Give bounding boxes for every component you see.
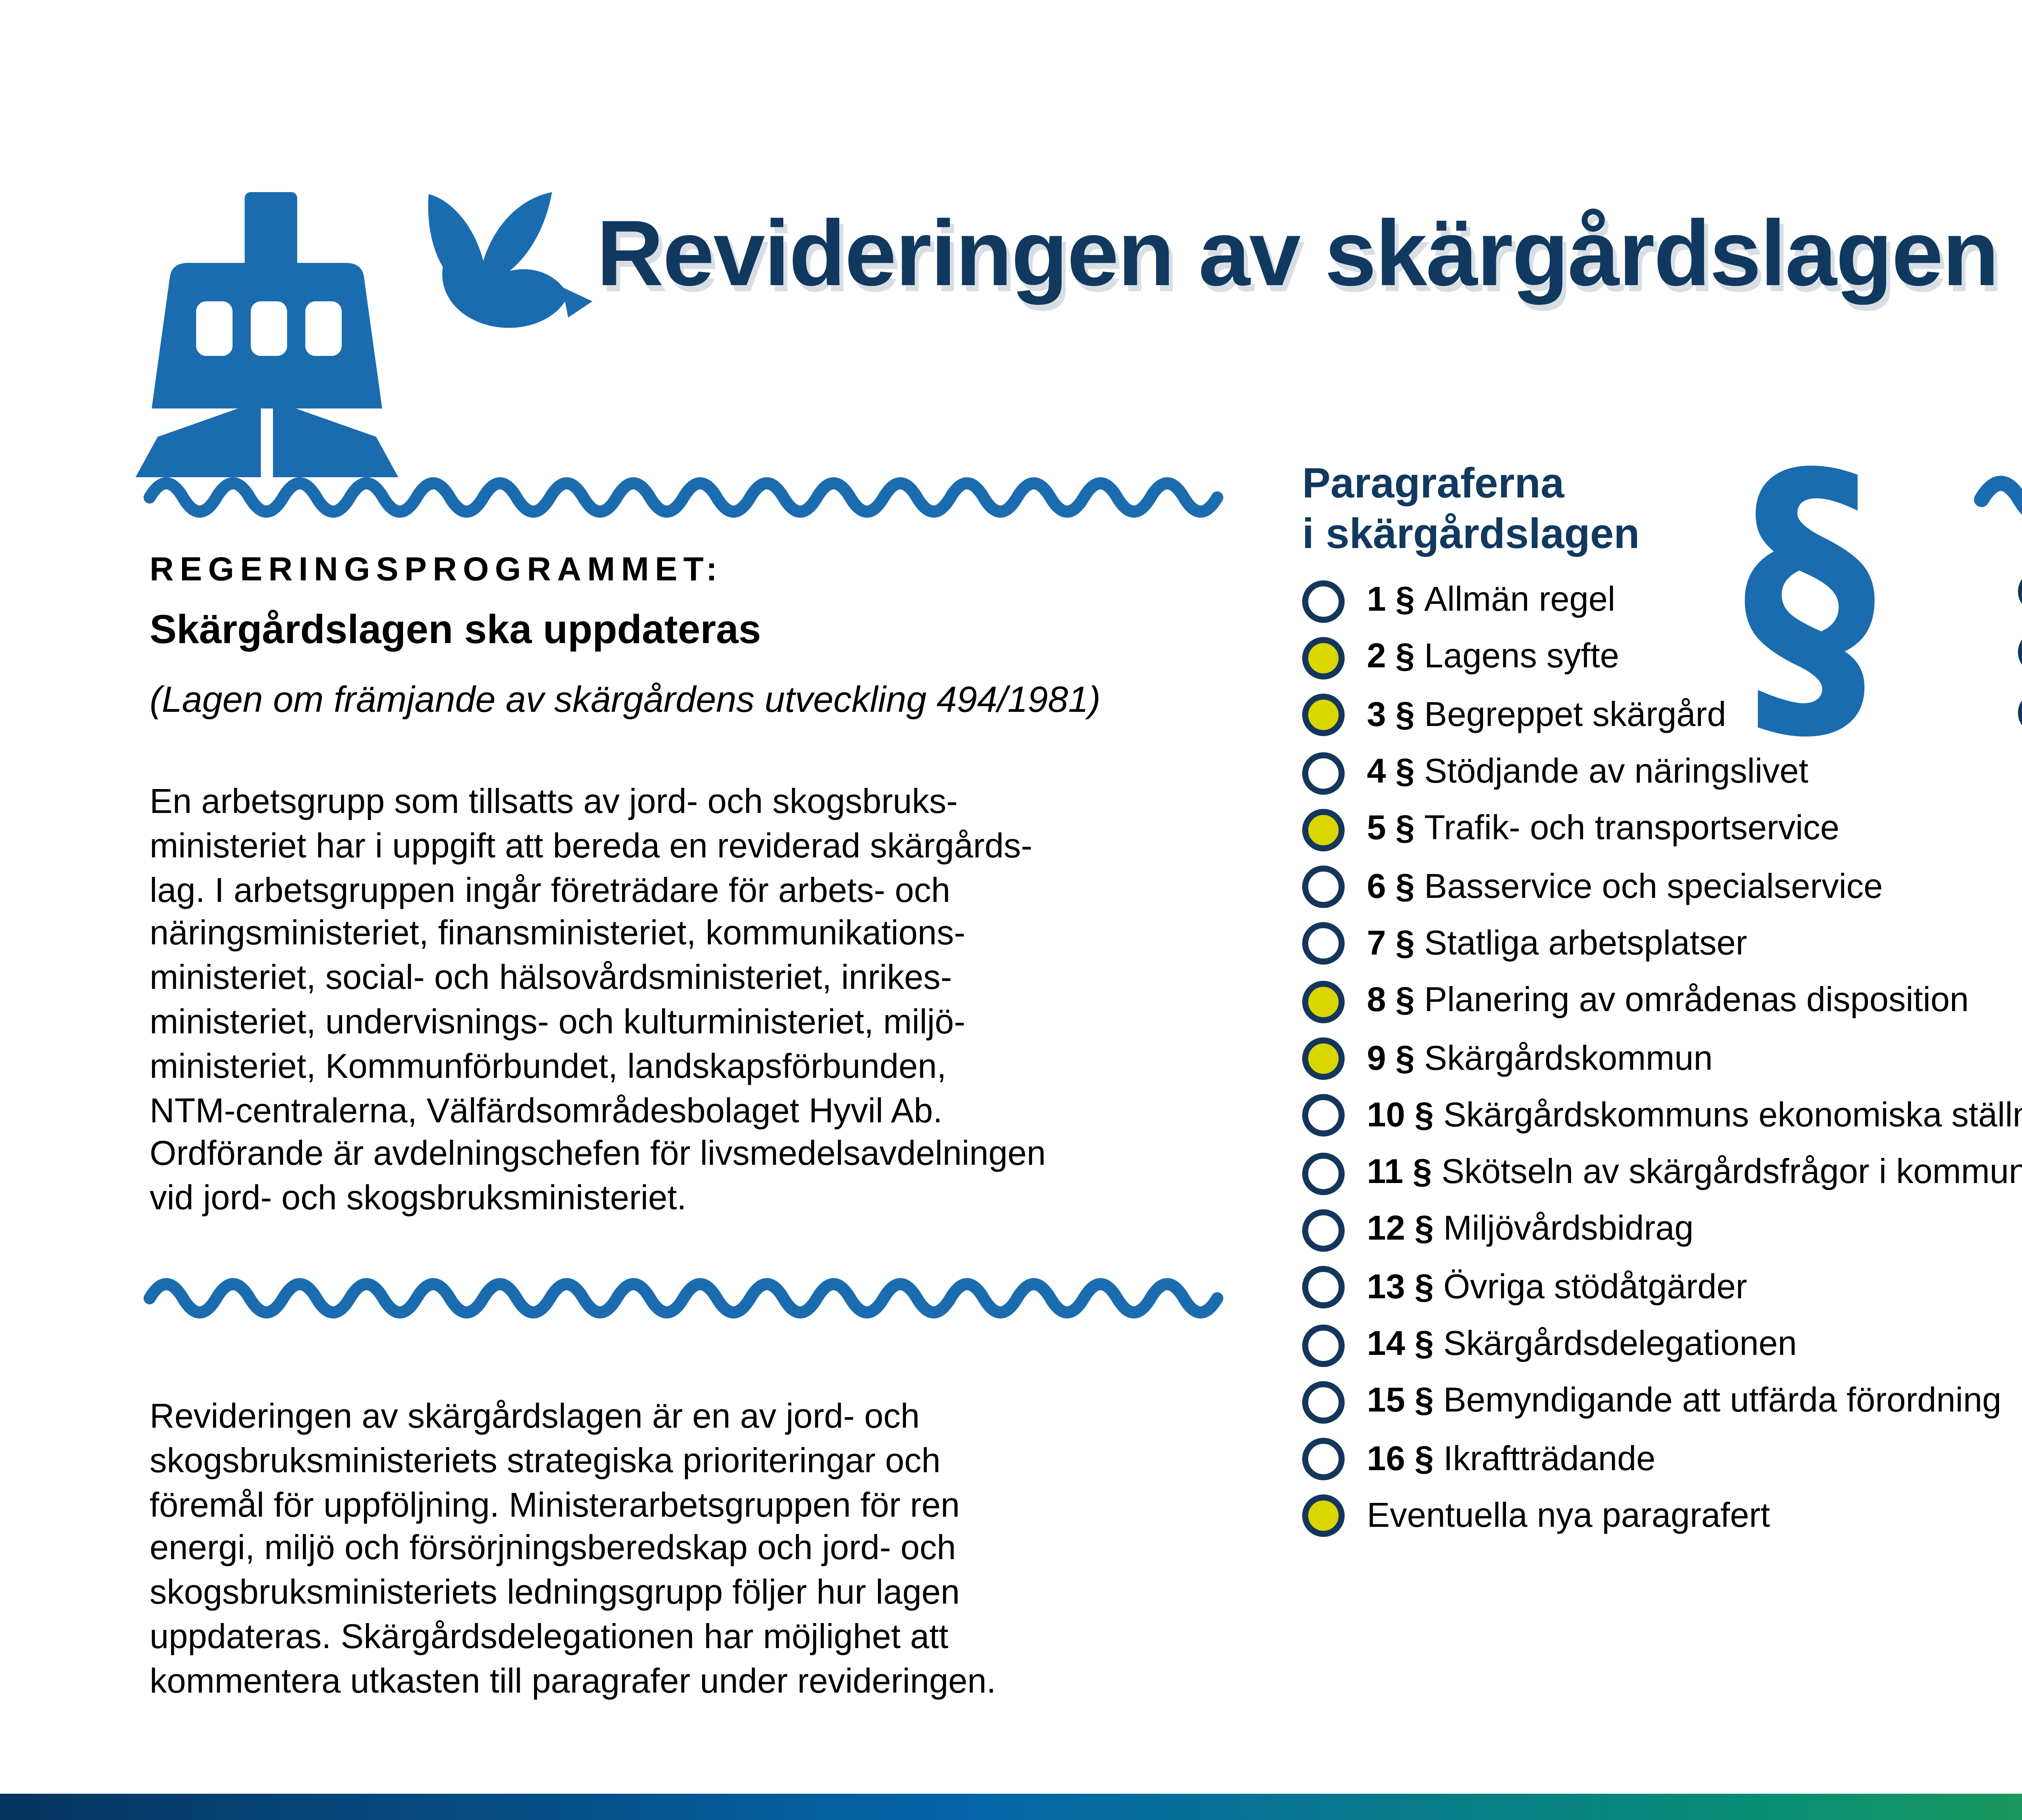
paragraph-item: 9 § Skärgårdskommun: [1302, 1030, 2022, 1087]
status-dot-inte-inletts: [1302, 751, 1345, 794]
paragraph-label: 7 § Statliga arbetsplatser: [1367, 924, 1747, 963]
follow-up-paragraph: Revideringen av skärgårdslagen är en av …: [150, 1397, 996, 1700]
legend-item: Behandlad: [2018, 570, 2022, 613]
paragraph-label: 10 § Skärgårdskommuns ekonomiska ställni…: [1367, 1096, 2022, 1134]
page-title: Revideringen av skärgårdslagen 2024–2027: [596, 200, 1999, 305]
working-group-paragraph: En arbetsgrupp som tillsatts av jord- oc…: [150, 783, 1046, 1218]
wave-divider-top-left: [144, 477, 1223, 518]
paragraph-item: 11 § Skötseln av skärgårdsfrågor i kommu…: [1302, 1145, 2022, 1202]
status-dot-inte-inletts: [1302, 580, 1345, 622]
status-dot-inte-inletts: [1302, 1380, 1345, 1423]
paragraph-label: Eventuella nya paragrafert: [1367, 1496, 1770, 1535]
paragraph-item: 1 § Allmän regel: [1302, 572, 2022, 629]
paragraph-label: 3 § Begreppet skärgård: [1367, 695, 1726, 734]
legend-item: Behandlas: [2018, 631, 2022, 673]
status-dot-inte-inletts: [1302, 1438, 1345, 1481]
status-dot-inte-inletts: [1302, 1094, 1345, 1137]
paragraph-item: 7 § Statliga arbetsplatser: [1302, 916, 2022, 973]
paragraph-label: 14 § Skärgårdsdelegationen: [1367, 1325, 1797, 1363]
paragraph-item: 2 § Lagens syfte: [1302, 629, 2022, 686]
legend: Behandlad Behandlas Behandling har inte in…: [2018, 570, 2022, 758]
paragraph-item: 12 § Miljövårdsbidrag: [1302, 1202, 2022, 1259]
kicker-regeringsprogrammet: REGERINGSPROGRAMMET:: [150, 552, 723, 588]
paragraph-item: 14 § Skärgårdsdelegationen: [1302, 1316, 2022, 1373]
legend-item: Behandling har inte inletts: [2018, 692, 2022, 758]
status-dot-inte-inletts: [1302, 1266, 1345, 1309]
paragraph-item: 13 § Övriga stödåtgärder: [1302, 1259, 2022, 1316]
paragraph-item: 10 § Skärgårdskommuns ekonomiska ställni…: [1302, 1087, 2022, 1144]
paragraph-item: 15 § Bemyndigande att utfärda förordning: [1302, 1373, 2022, 1431]
status-dot-behandlas: [1302, 808, 1345, 851]
wave-divider-left: [144, 1278, 1223, 1318]
paragraph-item: 3 § Begreppet skärgård: [1302, 687, 2022, 744]
ship-icon: [135, 192, 398, 477]
paragraph-label: 1 § Allmän regel: [1367, 580, 1616, 619]
paragraph-item: 4 § Stödjande av näringslivet: [1302, 744, 2022, 801]
section-symbol: §: [1743, 404, 1876, 783]
status-dot-inte-inletts: [1302, 1152, 1345, 1195]
paragraph-label: 8 § Planering av områdenas disposition: [1367, 981, 1969, 1020]
paragraphs-heading: Paragraferna i skärgårdslagen: [1302, 461, 1640, 557]
paragraph-label: 13 § Övriga stödåtgärder: [1367, 1267, 1747, 1306]
paragraph-item: Eventuella nya paragrafert: [1302, 1488, 2022, 1545]
paragraph-label: 2 § Lagens syfte: [1367, 638, 1619, 677]
status-dot-behandlas: [1302, 980, 1345, 1023]
status-dot-behandlas: [1302, 637, 1345, 679]
paragraph-label: 5 § Trafik- och transportservice: [1367, 809, 1840, 848]
law-reference: (Lagen om främjande av skärgårdens utvec…: [150, 679, 1101, 720]
paragraph-item: 16 § Ikraftträdande: [1302, 1431, 2022, 1488]
paragraph-label: 11 § Skötseln av skärgårdsfrågor i kommu…: [1367, 1153, 2022, 1191]
status-dot-inte-inletts: [1302, 1323, 1345, 1366]
paragraph-list: 1 § Allmän regel 2 § Lagens syfte 3 § Begr…: [1302, 572, 2022, 1545]
paragraph-item: 6 § Basservice och specialservice: [1302, 858, 2022, 915]
paragraph-label: 16 § Ikraftträdande: [1367, 1439, 1656, 1477]
paragraph-item: 5 § Trafik- och transportservice: [1302, 801, 2022, 858]
status-dot-behandlas: [1302, 1037, 1345, 1080]
paragraph-label: 4 § Stödjande av näringslivet: [1367, 752, 1808, 791]
paragraph-item: 8 § Planering av områdenas disposition: [1302, 973, 2022, 1030]
status-dot-behandlas: [1302, 694, 1345, 737]
status-dot-inte-inletts: [1302, 1209, 1345, 1252]
status-dot-inte-inletts: [1302, 923, 1345, 966]
footer-bar: [0, 1794, 2022, 1820]
wave-divider-middle: [1974, 476, 2022, 515]
left-heading: Skärgårdslagen ska uppdateras: [150, 609, 761, 653]
paragraph-label: 6 § Basservice och specialservice: [1367, 867, 1883, 906]
paragraph-label: 15 § Bemyndigande att utfärda förordning: [1367, 1382, 2001, 1420]
status-dot-inte-inletts: [1302, 866, 1345, 908]
paragraph-label: 12 § Miljövårdsbidrag: [1367, 1210, 1694, 1249]
paragraph-label: 9 § Skärgårdskommun: [1367, 1038, 1713, 1077]
status-dot-behandlas: [1302, 1495, 1345, 1538]
seagull-icon: [428, 192, 592, 328]
